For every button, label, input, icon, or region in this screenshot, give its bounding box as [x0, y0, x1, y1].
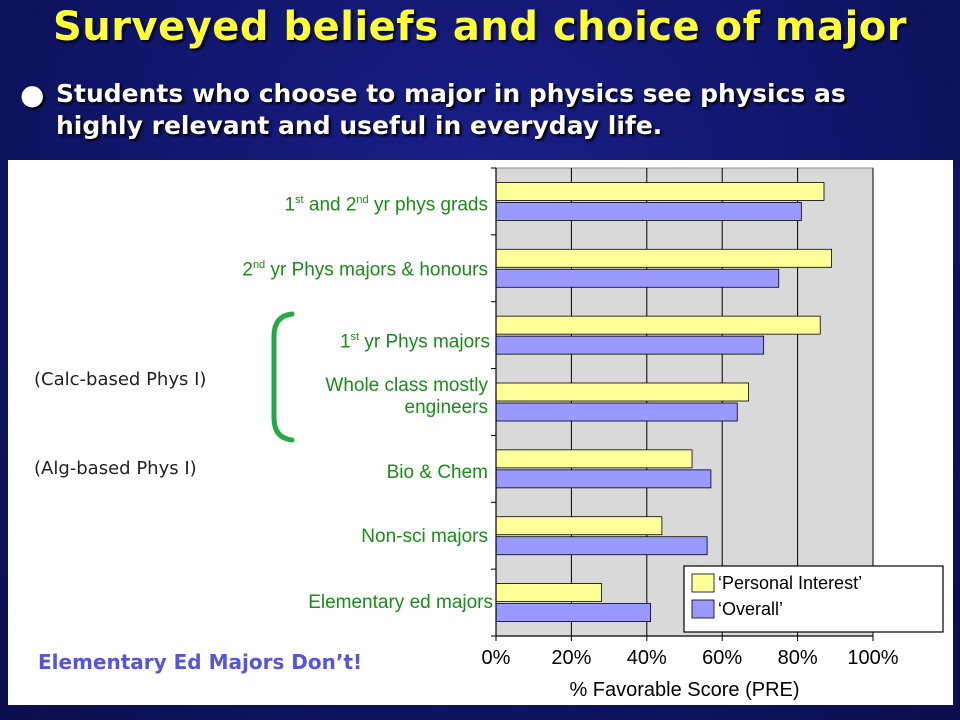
bar-overall — [495, 536, 708, 556]
category-label-bio-chem: Bio & Chem — [386, 462, 488, 483]
side-note-calc-based: (Calc-based Phys I) — [34, 369, 207, 390]
bullet-text: Students who choose to major in physics … — [56, 79, 846, 140]
category-label-2nd-yr-majors: 2nd yr Phys majors & honours — [242, 259, 488, 281]
category-label-1st-yr-majors: 1st yr Phys majors — [339, 331, 490, 353]
x-tick-label: 20% — [551, 647, 591, 669]
bar-overall — [495, 335, 765, 355]
bar-personal-interest — [495, 382, 749, 402]
x-tick-label: 100% — [847, 647, 898, 669]
bar-personal-interest — [495, 449, 693, 469]
legend-box — [683, 565, 944, 633]
bar-personal-interest — [495, 182, 825, 201]
x-tick-label: 80% — [778, 647, 818, 669]
bar-personal-interest — [495, 516, 663, 536]
legend-label: ‘Personal Interest’ — [718, 573, 862, 593]
bar-overall — [495, 603, 651, 622]
x-tick-label: 60% — [702, 647, 742, 669]
legend-label: ‘Overall’ — [718, 599, 783, 619]
bullet-dot-icon: ● — [20, 78, 45, 111]
bar-personal-interest — [495, 248, 832, 268]
category-label-whole-class: Whole class mostly engineers — [325, 375, 488, 418]
x-tick-label: 40% — [627, 647, 667, 669]
bar-overall — [495, 268, 780, 288]
bar-personal-interest — [495, 583, 602, 602]
category-label-non-sci: Non-sci majors — [361, 526, 488, 547]
side-note-alg-based: (Alg-based Phys I) — [34, 458, 197, 479]
x-tick-label: 0% — [482, 647, 511, 669]
footer-note: Elementary Ed Majors Don’t! — [38, 650, 363, 674]
legend-swatch — [691, 573, 715, 593]
bar-overall — [495, 202, 802, 221]
slide-title: Surveyed beliefs and choice of major — [53, 4, 907, 50]
bar-personal-interest — [495, 315, 821, 335]
group-bracket — [271, 311, 295, 443]
x-axis-title: % Favorable Score (PRE) — [569, 679, 799, 701]
category-label-elementary-ed: Elementary ed majors — [308, 592, 493, 613]
bar-overall — [495, 402, 738, 422]
category-label-phys-grads: 1st and 2nd yr phys grads — [284, 194, 488, 216]
legend-swatch — [691, 599, 715, 619]
bar-overall — [495, 469, 712, 489]
